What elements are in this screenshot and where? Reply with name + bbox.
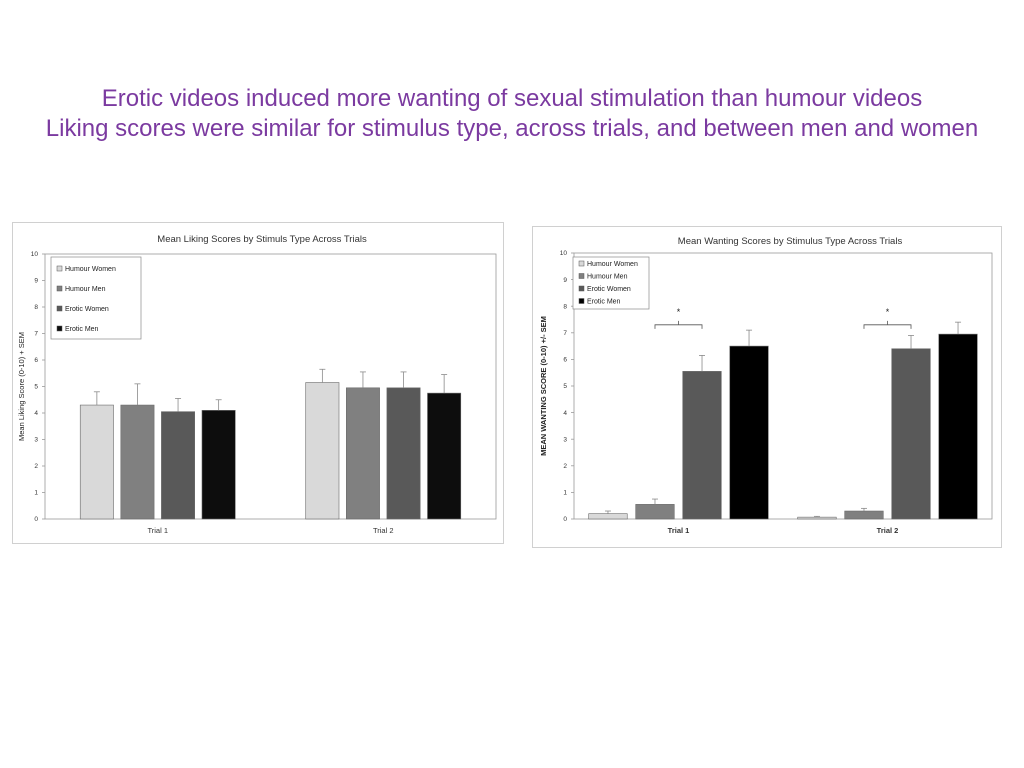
- undefined-significance-marker-trial-2: *: [886, 307, 890, 317]
- undefined-x-tick-label-trial-2: Trial 2: [373, 526, 394, 535]
- undefined-legend-label-erotic-women: Erotic Women: [65, 306, 109, 313]
- undefined-legend-label-humour-men: Humour Men: [65, 286, 106, 293]
- undefined-legend-swatch-erotic-women: [56, 305, 63, 312]
- undefined-legend-swatch-erotic-women: [578, 285, 585, 292]
- undefined-y-tick-label-0: 0: [563, 516, 567, 523]
- undefined-legend-swatch-humour-men: [578, 273, 585, 279]
- undefined-bar-erotic-women-trial-2: [891, 348, 931, 520]
- undefined-bar-erotic-women-trial-1: [682, 371, 722, 520]
- undefined-legend-label-humour-women: Humour Women: [587, 261, 638, 268]
- undefined-chart-title: Mean Liking Scores by Stimuls Type Acros…: [157, 234, 367, 245]
- undefined-y-tick-label-6: 6: [563, 357, 567, 364]
- undefined-significance-bracket-trial-1: [654, 324, 703, 329]
- undefined-legend-label-erotic-men: Erotic Men: [587, 299, 621, 306]
- undefined-legend-swatch-erotic-men: [578, 298, 585, 304]
- undefined-legend: [50, 256, 142, 340]
- undefined-bar-humour-men-trial-1: [635, 504, 675, 520]
- undefined-y-tick-label-3: 3: [563, 436, 567, 443]
- undefined-bar-erotic-men-trial-1: [201, 410, 236, 520]
- undefined-x-tick-label-trial-1: Trial 1: [147, 526, 168, 535]
- undefined-chart-title: Mean Wanting Scores by Stimulus Type Acr…: [678, 236, 903, 247]
- slide-title: Erotic videos induced more wanting of se…: [0, 84, 1024, 144]
- undefined-x-tick-label-trial-2: Trial 2: [877, 526, 899, 535]
- undefined-bar-erotic-women-trial-2: [386, 387, 421, 520]
- undefined-y-tick-label-9: 9: [34, 278, 38, 285]
- undefined-bar-humour-women-trial-1: [79, 404, 114, 520]
- undefined-y-tick-label-8: 8: [563, 303, 567, 310]
- undefined-bar-erotic-men-trial-1: [729, 345, 769, 520]
- undefined-y-tick-label-1: 1: [34, 490, 38, 497]
- undefined-legend-label-erotic-men: Erotic Men: [65, 326, 99, 333]
- undefined-bar-humour-men-trial-1: [120, 404, 155, 520]
- undefined-y-tick-label-9: 9: [563, 277, 567, 284]
- undefined-legend-swatch-humour-men: [56, 285, 63, 292]
- undefined-y-tick-label-1: 1: [563, 490, 567, 497]
- undefined-y-tick-label-3: 3: [34, 437, 38, 444]
- undefined-legend-label-humour-men: Humour Men: [587, 274, 628, 281]
- undefined-y-tick-label-7: 7: [34, 331, 38, 338]
- undefined-y-tick-label-5: 5: [563, 383, 567, 390]
- undefined-y-tick-label-4: 4: [563, 410, 567, 417]
- undefined-y-tick-label-5: 5: [34, 384, 38, 391]
- undefined-bar-erotic-women-trial-1: [161, 411, 195, 520]
- undefined-significance-marker-trial-1: *: [677, 307, 681, 317]
- undefined-legend-swatch-humour-women: [578, 260, 585, 267]
- undefined-legend-label-humour-women: Humour Women: [65, 266, 116, 273]
- undefined-y-tick-label-6: 6: [34, 357, 38, 364]
- undefined-legend-label-erotic-women: Erotic Women: [587, 286, 631, 293]
- undefined-y-tick-label-4: 4: [34, 410, 38, 417]
- undefined-bar-humour-men-trial-2: [844, 510, 884, 520]
- undefined-legend-swatch-erotic-men: [56, 325, 63, 332]
- undefined-y-axis-label: Mean Liking Score (0-10) + SEM: [17, 332, 26, 441]
- undefined-x-tick-label-trial-1: Trial 1: [668, 526, 690, 535]
- undefined-y-tick-label-8: 8: [34, 304, 38, 311]
- undefined-y-tick-label-2: 2: [563, 463, 567, 470]
- undefined-bar-erotic-men-trial-2: [938, 333, 978, 520]
- undefined-bar-humour-women-trial-1: [588, 513, 628, 520]
- undefined-legend-swatch-humour-women: [56, 265, 63, 272]
- undefined-bar-humour-men-trial-2: [346, 387, 380, 520]
- slide-title-line-2: Liking scores were similar for stimulus …: [45, 115, 979, 142]
- undefined-y-tick-label-10: 10: [560, 250, 568, 257]
- undefined-legend: [572, 256, 650, 310]
- undefined-significance-bracket-trial-2: [863, 324, 912, 329]
- undefined-bar-erotic-men-trial-2: [427, 392, 462, 520]
- undefined-y-tick-label-10: 10: [31, 251, 39, 258]
- slide-title-line-1: Erotic videos induced more wanting of se…: [101, 85, 923, 112]
- undefined-bar-humour-women-trial-2: [797, 516, 837, 520]
- undefined-y-tick-label-7: 7: [563, 330, 567, 337]
- undefined-bar-humour-women-trial-2: [305, 382, 340, 520]
- liking-chart: Mean Liking Scores by Stimuls Type Acros…: [12, 222, 504, 544]
- undefined-y-tick-label-2: 2: [34, 463, 38, 470]
- undefined-y-axis-label: MEAN WANTING SCORE (0-10) +/- SEM: [539, 316, 548, 456]
- undefined-y-tick-label-0: 0: [34, 516, 38, 523]
- wanting-chart: Mean Wanting Scores by Stimulus Type Acr…: [532, 226, 1002, 548]
